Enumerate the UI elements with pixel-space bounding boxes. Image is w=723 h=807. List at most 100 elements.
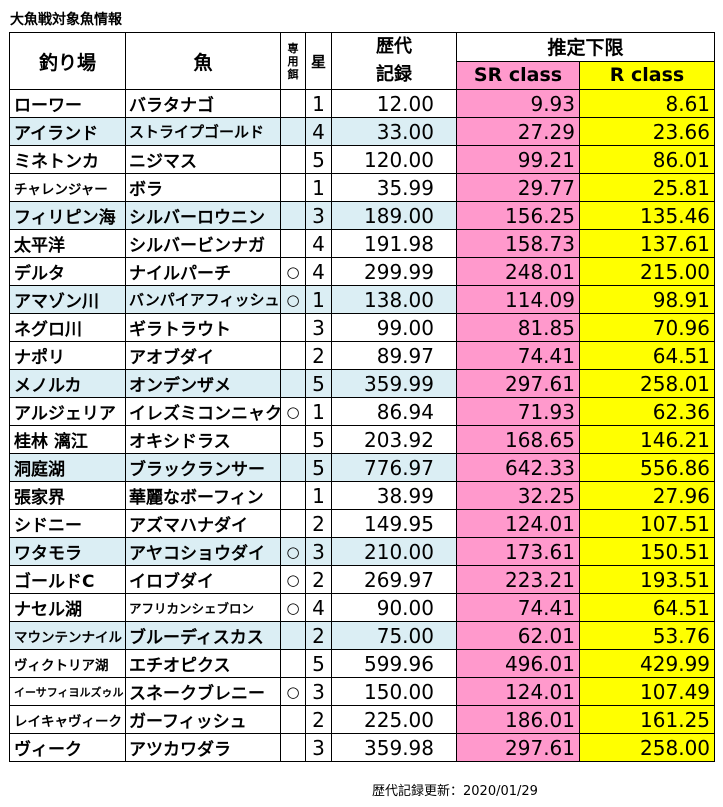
- r-class-cell: 215.00: [578, 257, 716, 286]
- record-cell: 299.99: [331, 257, 457, 286]
- sr-class-cell: 32.25: [456, 481, 580, 510]
- star-cell: 5: [305, 369, 332, 398]
- r-class-cell: 161.25: [578, 705, 716, 734]
- record-cell: 138.00: [331, 285, 457, 314]
- record-cell: 776.97: [331, 453, 457, 482]
- r-class-cell: 146.21: [578, 425, 716, 454]
- record-cell: 225.00: [331, 705, 457, 734]
- place-cell: シドニー: [9, 509, 126, 538]
- table-row: ナセル湖 アフリカンシェブロン ○ 4 90.00 74.41 64.51: [9, 593, 716, 622]
- star-cell: 2: [305, 341, 332, 370]
- r-class-cell: 8.61: [578, 89, 716, 118]
- fish-table: 釣り場 魚 専用餌 星 歴代 記録 推定下限 SR class R class …: [9, 32, 716, 762]
- star-cell: 1: [305, 397, 332, 426]
- table-row: アマゾン川 バンパイアフィッシュ ○ 1 138.00 114.09 98.91: [9, 285, 716, 314]
- fish-cell: ガーフィッシュ: [125, 705, 281, 734]
- table-row: ヴィクトリア湖 エチオピクス 5 599.96 496.01 429.99: [9, 649, 716, 678]
- sr-class-cell: 124.01: [456, 509, 580, 538]
- place-cell: アイランド: [9, 117, 126, 146]
- star-cell: 4: [305, 229, 332, 258]
- r-class-cell: 137.61: [578, 229, 716, 258]
- bait-cell: [280, 369, 306, 398]
- record-update-note: 歴代記録更新：2020/01/29: [372, 784, 538, 799]
- table-row: ネグロ川 ギラトラウト 3 99.00 81.85 70.96: [9, 313, 716, 342]
- place-cell: 太平洋: [9, 229, 126, 258]
- header-row-1: 釣り場 魚 専用餌 星 歴代 記録 推定下限: [9, 32, 716, 90]
- table-row: マウンテンナイル ブルーディスカス 2 75.00 62.01 53.76: [9, 621, 716, 650]
- table-row: ミネトンカ ニジマス 5 120.00 99.21 86.01: [9, 145, 716, 174]
- star-cell: 2: [305, 705, 332, 734]
- header-estimate: 推定下限: [455, 32, 716, 62]
- table-row: ローワー バラタナゴ 1 12.00 9.93 8.61: [9, 89, 716, 118]
- sr-class-cell: 114.09: [456, 285, 580, 314]
- r-class-cell: 62.36: [578, 397, 716, 426]
- record-cell: 149.95: [331, 509, 457, 538]
- place-cell: ミネトンカ: [9, 145, 126, 174]
- star-cell: 5: [305, 145, 332, 174]
- place-cell: アルジェリア: [9, 397, 126, 426]
- record-cell: 191.98: [331, 229, 457, 258]
- bait-cell: [280, 117, 306, 146]
- star-cell: 2: [305, 621, 332, 650]
- table-row: ゴールドC イロブダイ ○ 2 269.97 223.21 193.51: [9, 565, 716, 594]
- header-sr-class: SR class: [456, 60, 580, 90]
- record-cell: 75.00: [331, 621, 457, 650]
- sr-class-cell: 158.73: [456, 229, 580, 258]
- r-class-cell: 64.51: [578, 593, 716, 622]
- sr-class-cell: 186.01: [456, 705, 580, 734]
- header-row-2: SR class R class: [10, 60, 716, 90]
- fish-cell: ボラ: [125, 173, 281, 202]
- fish-cell: オンデンザメ: [125, 369, 281, 398]
- star-cell: 5: [305, 425, 332, 454]
- record-cell: 35.99: [331, 173, 457, 202]
- record-cell: 203.92: [331, 425, 457, 454]
- r-class-cell: 429.99: [578, 649, 716, 678]
- sr-class-cell: 27.29: [456, 117, 580, 146]
- star-cell: 3: [305, 677, 332, 706]
- table-row: イーサフィヨルズゥル スネークブレニー ○ 3 150.00 124.01 107.49: [9, 677, 716, 706]
- fish-cell: ストライプゴールド: [125, 117, 281, 146]
- bait-cell: [280, 509, 306, 538]
- fish-cell: イロブダイ: [125, 565, 281, 594]
- header-place: 釣り場: [9, 32, 126, 90]
- bait-cell: ○: [280, 593, 306, 622]
- record-cell: 12.00: [331, 89, 457, 118]
- fish-cell: シルバービンナガ: [125, 229, 281, 258]
- star-cell: 4: [305, 117, 332, 146]
- place-cell: 張家界: [9, 481, 126, 510]
- record-cell: 269.97: [331, 565, 457, 594]
- table-row: 洞庭湖 ブラックランサー 5 776.97 642.33 556.86: [9, 453, 716, 482]
- sr-class-cell: 74.41: [456, 593, 580, 622]
- place-cell: デルタ: [9, 257, 126, 286]
- r-class-cell: 107.51: [578, 509, 716, 538]
- star-cell: 1: [305, 173, 332, 202]
- record-cell: 38.99: [331, 481, 457, 510]
- place-cell: ワタモラ: [9, 537, 126, 566]
- place-cell: レイキャヴィーク: [9, 705, 126, 734]
- star-cell: 5: [305, 649, 332, 678]
- place-cell: アマゾン川: [9, 285, 126, 314]
- place-cell: 洞庭湖: [9, 453, 126, 482]
- table-row: チャレンジャー ボラ 1 35.99 29.77 25.81: [9, 173, 716, 202]
- table-row: ヴィーク アツカワダラ 3 359.98 297.61 258.00: [9, 733, 716, 762]
- fish-cell: ニジマス: [125, 145, 281, 174]
- fish-cell: アツカワダラ: [125, 733, 281, 762]
- r-class-cell: 25.81: [578, 173, 716, 202]
- place-cell: ヴィクトリア湖: [9, 649, 126, 678]
- bait-cell: [280, 425, 306, 454]
- sr-class-cell: 297.61: [456, 733, 580, 762]
- table-row: シドニー アズマハナダイ 2 149.95 124.01 107.51: [9, 509, 716, 538]
- record-cell: 210.00: [331, 537, 457, 566]
- record-cell: 33.00: [331, 117, 457, 146]
- table-row: ワタモラ アヤコショウダイ ○ 3 210.00 173.61 150.51: [9, 537, 716, 566]
- bait-cell: [280, 89, 306, 118]
- record-cell: 359.98: [331, 733, 457, 762]
- r-class-cell: 23.66: [578, 117, 716, 146]
- place-cell: ゴールドC: [9, 565, 126, 594]
- r-class-cell: 27.96: [578, 481, 716, 510]
- sr-class-cell: 168.65: [456, 425, 580, 454]
- table-row: 桂林 漓江 オキシドラス 5 203.92 168.65 146.21: [9, 425, 716, 454]
- fish-cell: アオブダイ: [125, 341, 281, 370]
- bait-cell: [280, 481, 306, 510]
